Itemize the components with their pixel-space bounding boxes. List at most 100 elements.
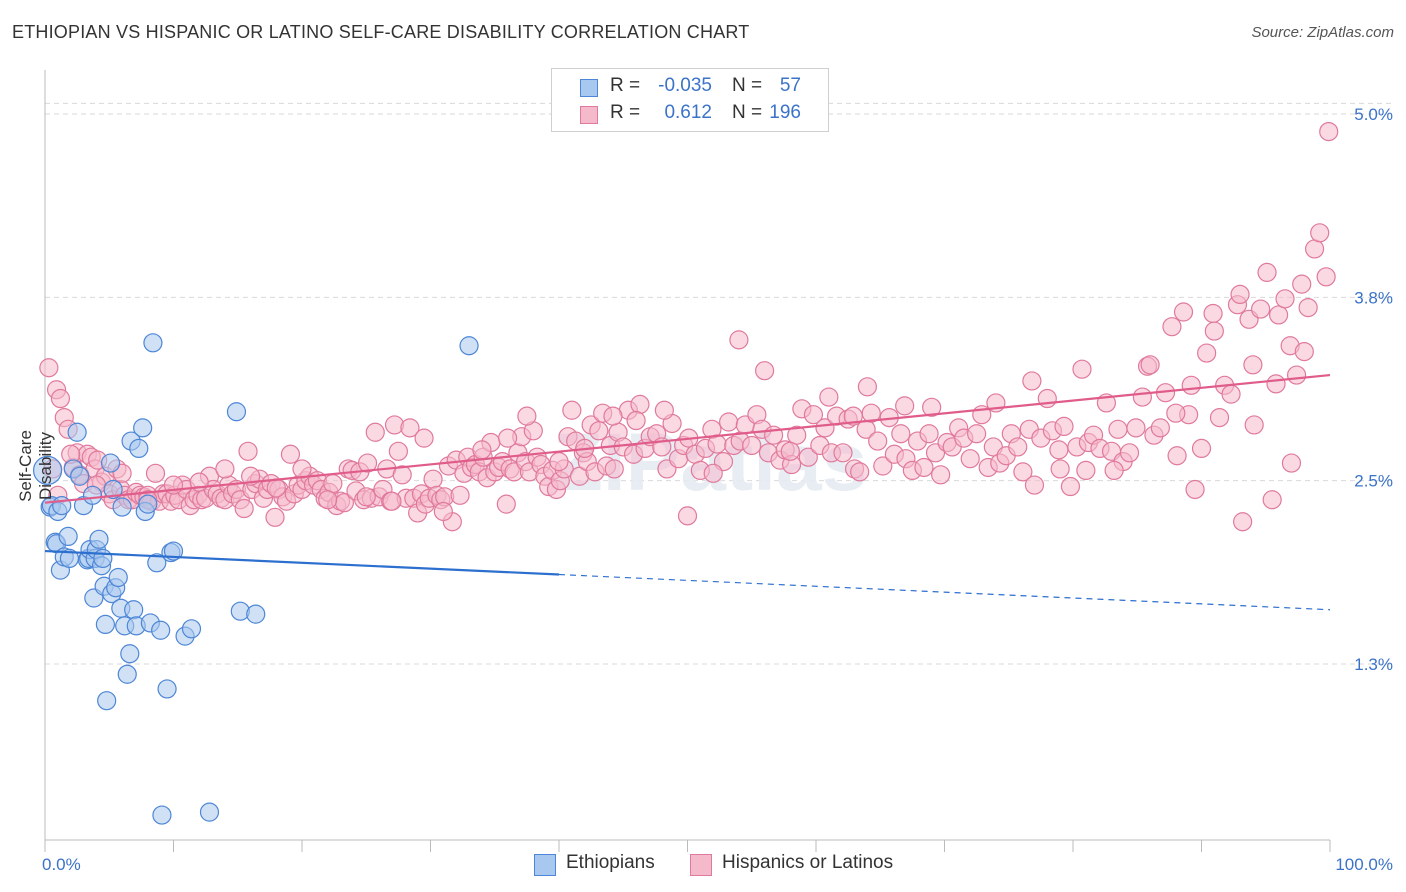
- ethiopian-point: [459, 336, 479, 356]
- hispanic-point: [1233, 512, 1253, 532]
- hispanic-point: [280, 444, 301, 464]
- ethiopian-point: [143, 333, 163, 353]
- hispanic-point: [729, 330, 749, 350]
- hispanic-point: [803, 405, 824, 425]
- hispanic-point: [1251, 299, 1271, 319]
- ethiopian-point: [226, 402, 247, 422]
- hispanic-point: [400, 418, 420, 438]
- hispanic-point: [1203, 303, 1223, 324]
- ethiopian-point: [152, 805, 172, 825]
- ethiopian-point: [151, 620, 171, 640]
- hispanic-point: [815, 418, 835, 438]
- hispanic-point: [1221, 384, 1241, 404]
- x-tick-labels: 0.0% 100.0%: [42, 855, 1393, 874]
- hispanic-point: [1275, 289, 1295, 309]
- bottom-legend-label-hispanics: Hispanics or Latinos: [722, 852, 894, 873]
- hispanic-point: [517, 406, 537, 426]
- legend-n-value: 57: [779, 75, 801, 96]
- hispanic-point: [1150, 418, 1170, 438]
- hispanic-point: [1316, 267, 1336, 287]
- hispanic-point: [1268, 305, 1289, 325]
- hispanic-point: [549, 452, 569, 472]
- hispanic-point: [857, 377, 878, 397]
- hispanic-point: [414, 428, 434, 448]
- hispanic-point: [1294, 342, 1314, 362]
- ethiopians-trend-line: [44, 549, 560, 576]
- hispanic-point: [1104, 460, 1124, 480]
- legend-n-label: N =: [732, 75, 763, 96]
- legend-n-value: 196: [769, 102, 801, 123]
- ethiopian-point: [157, 679, 177, 699]
- legend-n-label: N =: [732, 102, 763, 123]
- hispanic-point: [754, 361, 775, 381]
- hispanic-point: [819, 387, 839, 407]
- hispanic-point: [742, 435, 762, 456]
- y-tick-labels: 1.3% 2.5% 3.8% 5.0%: [1354, 105, 1393, 674]
- hispanic-point: [498, 428, 518, 448]
- series-hispanics-points: [39, 122, 1339, 532]
- ethiopian-point: [93, 548, 113, 569]
- ethiopian-point: [246, 604, 266, 624]
- bottom-legend-swatch-hispanics: [690, 854, 712, 876]
- hispanic-point: [1281, 453, 1302, 473]
- hispanic-point: [833, 443, 853, 463]
- ethiopian-point: [70, 466, 90, 486]
- ethiopian-point: [58, 526, 78, 547]
- ethiopian-point: [67, 422, 87, 442]
- hispanic-point: [1054, 416, 1074, 436]
- hispanic-point: [1262, 490, 1282, 510]
- hispanic-point: [654, 400, 674, 420]
- hispanic-point: [960, 449, 980, 469]
- x-tick-label-max: 100.0%: [1335, 855, 1393, 874]
- hispanic-point: [1292, 274, 1312, 294]
- hispanic-point: [626, 410, 646, 431]
- hispanic-point: [265, 507, 285, 527]
- hispanic-point: [1072, 359, 1092, 379]
- y-tick-label: 2.5%: [1354, 472, 1393, 491]
- ethiopians-trend-extension: [558, 573, 1331, 611]
- hispanic-point: [850, 462, 870, 482]
- hispanic-point: [719, 412, 739, 432]
- legend-row-hispanics: R = 0.612 N = 196: [552, 102, 828, 128]
- legend-swatch-ethiopians: [580, 79, 598, 97]
- hispanic-point: [388, 441, 408, 461]
- ethiopian-point: [163, 541, 184, 561]
- hispanic-point: [1173, 302, 1194, 322]
- hispanic-point: [1076, 460, 1096, 480]
- hispanic-point: [433, 501, 453, 522]
- hispanic-point: [450, 485, 470, 505]
- ethiopian-point: [97, 691, 117, 711]
- hispanic-point: [1166, 403, 1186, 423]
- ethiopian-point: [100, 453, 121, 473]
- ethiopian-point: [103, 479, 123, 500]
- y-tick-label: 1.3%: [1354, 655, 1393, 674]
- hispanic-point: [1132, 387, 1152, 407]
- hispanic-point: [1167, 446, 1187, 466]
- ethiopian-point: [181, 619, 202, 639]
- hispanic-point: [1162, 317, 1182, 337]
- hispanic-point: [39, 358, 59, 378]
- hispanic-point: [873, 456, 893, 476]
- ethiopian-point: [112, 497, 132, 517]
- bottom-legend-label-ethiopians: Ethiopians: [566, 852, 655, 873]
- hispanic-point: [780, 441, 800, 461]
- hispanic-point: [1060, 476, 1081, 497]
- hispanic-point: [1181, 375, 1201, 395]
- hispanic-point: [1204, 321, 1224, 341]
- legend-r-label: R =: [610, 75, 641, 96]
- hispanic-point: [787, 425, 807, 445]
- hispanic-point: [603, 406, 623, 426]
- hispanic-point: [392, 465, 412, 485]
- ethiopian-point: [117, 664, 137, 684]
- ethiopian-point: [82, 485, 103, 505]
- y-axis-label: Self-Care Disability: [16, 430, 55, 502]
- hispanic-point: [967, 424, 987, 444]
- hispanic-point: [1257, 262, 1277, 282]
- hispanic-point: [1298, 298, 1318, 318]
- hispanic-point: [677, 506, 698, 526]
- hispanic-point: [562, 400, 582, 420]
- hispanic-point: [266, 478, 286, 498]
- ethiopian-point: [32, 455, 63, 485]
- ethiopian-point: [108, 567, 128, 588]
